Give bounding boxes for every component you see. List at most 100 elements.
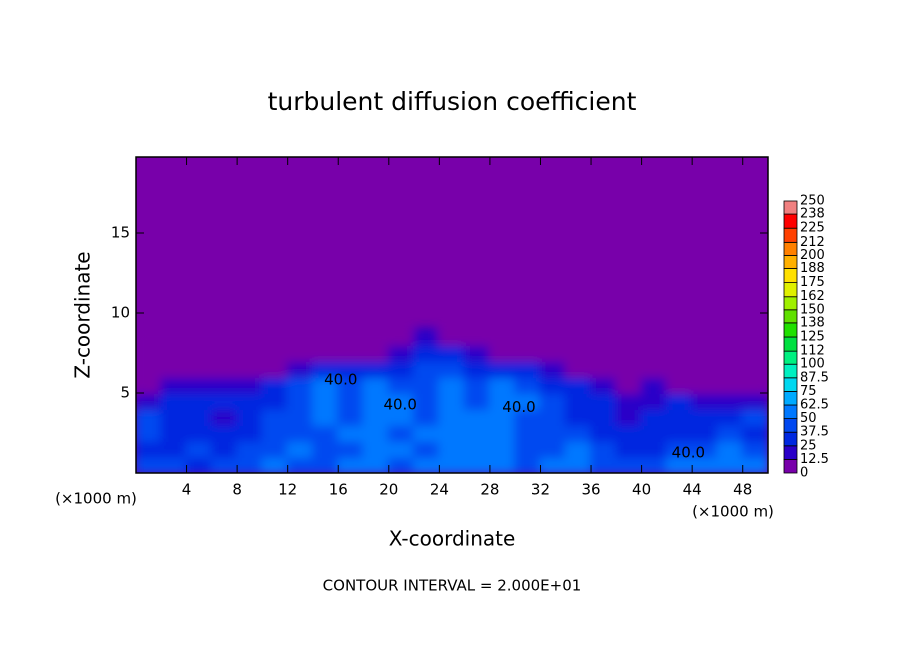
cell (413, 344, 441, 362)
cell (691, 376, 719, 394)
cell (665, 328, 694, 346)
cell (488, 456, 517, 473)
cell (691, 344, 719, 362)
chart-title: turbulent diffusion coefficient (268, 87, 637, 116)
cell (539, 360, 567, 378)
cell (286, 344, 314, 362)
cell (413, 424, 441, 442)
colorbar-label: 175 (800, 275, 825, 290)
cell (210, 344, 239, 362)
cell (539, 344, 567, 362)
cell (514, 360, 542, 378)
cell (716, 344, 744, 362)
cell (387, 392, 416, 410)
x-tick-label: 32 (531, 481, 550, 499)
cell (716, 456, 744, 473)
cell (286, 376, 314, 394)
cell (337, 424, 365, 442)
cell (362, 408, 390, 426)
cell (716, 376, 744, 394)
cell (716, 392, 744, 410)
cell (716, 440, 744, 458)
cell (488, 376, 517, 394)
cell (160, 376, 188, 394)
cell (438, 440, 466, 458)
cell (741, 408, 768, 426)
cell (564, 424, 593, 442)
cell (286, 424, 314, 442)
cell (463, 408, 491, 426)
colorbar-label: 138 (800, 315, 825, 330)
cell (311, 424, 340, 442)
cell (590, 392, 618, 410)
x-tick-label: 44 (683, 481, 702, 499)
cell (136, 424, 163, 442)
cell (564, 456, 593, 473)
x-tick-label: 8 (232, 481, 242, 499)
cell (665, 392, 694, 410)
cell (463, 344, 491, 362)
y-tick-label: 5 (120, 384, 130, 402)
cell (185, 360, 213, 378)
cell (590, 440, 618, 458)
cell (236, 328, 264, 346)
cell (640, 360, 668, 378)
y-tick-label: 10 (111, 304, 130, 322)
cell (413, 408, 441, 426)
cell (691, 392, 719, 410)
cell (311, 440, 340, 458)
colorbar-label: 162 (800, 289, 825, 304)
cell (514, 408, 542, 426)
cell (261, 344, 289, 362)
cell (160, 392, 188, 410)
cell (337, 376, 365, 394)
colorbar-label: 150 (800, 302, 825, 317)
cell (311, 408, 340, 426)
cell (615, 376, 643, 394)
cell (590, 376, 618, 394)
cell (463, 328, 491, 346)
cell (438, 344, 466, 362)
colorbar-label: 238 (800, 207, 825, 222)
colorbar-box (783, 390, 798, 406)
cell (640, 328, 668, 346)
cell (311, 456, 340, 473)
colorbar-label: 125 (800, 330, 825, 345)
cell (185, 328, 213, 346)
cell (387, 328, 416, 346)
cell (640, 344, 668, 362)
cell (413, 376, 441, 394)
cell (438, 424, 466, 442)
cell (337, 392, 365, 410)
y-tick-label: 15 (111, 224, 130, 242)
cell (691, 328, 719, 346)
cell (463, 440, 491, 458)
cell (136, 392, 163, 410)
cell (413, 328, 441, 346)
cell (716, 424, 744, 442)
cell (286, 440, 314, 458)
cell (413, 392, 441, 410)
y-axis-label: Z-coordinate (71, 251, 95, 378)
cell (286, 392, 314, 410)
cell (665, 408, 694, 426)
colorbar-label: 112 (800, 344, 825, 359)
cell (691, 440, 719, 458)
colorbar-label: 50 (800, 411, 817, 426)
cell (160, 344, 188, 362)
cell (236, 344, 264, 362)
colorbar-box (783, 227, 798, 243)
cell (741, 440, 768, 458)
cell (362, 344, 390, 362)
cell (185, 424, 213, 442)
cell (387, 360, 416, 378)
cell (185, 376, 213, 394)
x-tick-label: 16 (329, 481, 348, 499)
cell (261, 328, 289, 346)
x-tick-label: 36 (581, 481, 600, 499)
cell (665, 424, 694, 442)
cell (438, 392, 466, 410)
cell (539, 328, 567, 346)
cell (665, 376, 694, 394)
